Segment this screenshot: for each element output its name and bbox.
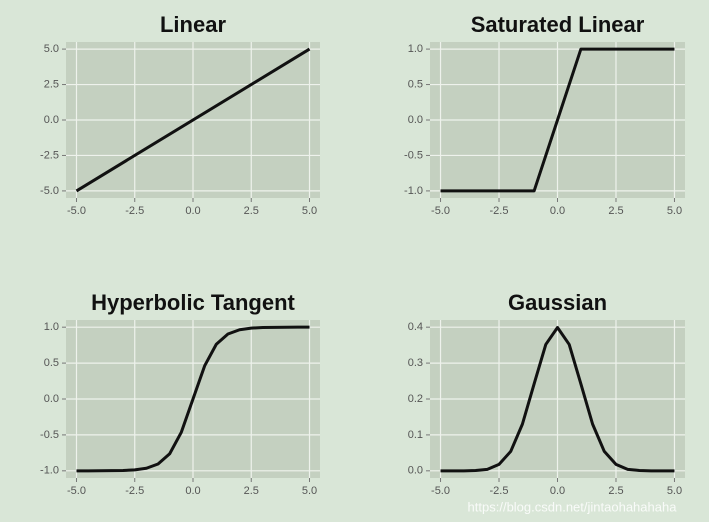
x-tick-label: 0.0 bbox=[185, 485, 200, 497]
y-tick-label: 0.3 bbox=[408, 357, 423, 369]
curve bbox=[76, 325, 310, 473]
y-tick-label: -0.5 bbox=[404, 149, 423, 161]
curve bbox=[440, 326, 675, 473]
y-tick-label: -1.0 bbox=[404, 185, 423, 197]
x-tick-label: 2.5 bbox=[244, 485, 259, 497]
y-tick-label: 0.0 bbox=[408, 465, 423, 477]
y-tick-label: 1.0 bbox=[44, 321, 59, 333]
y-tick-label: 0.2 bbox=[408, 393, 423, 405]
x-tick-label: -2.5 bbox=[125, 205, 144, 217]
y-tick-label: 2.5 bbox=[44, 78, 59, 90]
x-tick-label: -5.0 bbox=[67, 205, 86, 217]
panel-title: Saturated Linear bbox=[471, 12, 645, 37]
y-tick-label: -2.5 bbox=[40, 149, 59, 161]
y-tick-label: 0.5 bbox=[44, 357, 59, 369]
y-tick-label: 0.5 bbox=[408, 78, 423, 90]
x-tick-label: -5.0 bbox=[67, 485, 86, 497]
x-tick-label: 0.0 bbox=[550, 485, 565, 497]
panel-title: Gaussian bbox=[508, 290, 607, 315]
curve bbox=[75, 47, 311, 193]
x-tick-label: 2.5 bbox=[608, 485, 623, 497]
x-tick-label: 0.0 bbox=[185, 205, 200, 217]
panel-title: Hyperbolic Tangent bbox=[91, 290, 295, 315]
x-tick-label: 5.0 bbox=[302, 205, 317, 217]
x-tick-label: -2.5 bbox=[125, 485, 144, 497]
y-tick-label: -0.5 bbox=[40, 429, 59, 441]
x-tick-label: 0.0 bbox=[550, 205, 565, 217]
y-tick-label: 1.0 bbox=[408, 43, 423, 55]
x-tick-label: -5.0 bbox=[431, 205, 450, 217]
x-tick-label: 2.5 bbox=[244, 205, 259, 217]
x-tick-label: 5.0 bbox=[667, 485, 682, 497]
y-tick-label: 0.0 bbox=[44, 393, 59, 405]
panel-title: Linear bbox=[160, 12, 226, 37]
y-tick-label: 0.0 bbox=[408, 114, 423, 126]
x-tick-label: -2.5 bbox=[490, 485, 509, 497]
x-tick-label: 5.0 bbox=[667, 205, 682, 217]
x-tick-label: -2.5 bbox=[490, 205, 509, 217]
x-tick-label: -5.0 bbox=[431, 485, 450, 497]
y-tick-label: 5.0 bbox=[44, 43, 59, 55]
y-tick-label: 0.0 bbox=[44, 114, 59, 126]
y-tick-label: -1.0 bbox=[40, 465, 59, 477]
x-tick-label: 2.5 bbox=[608, 205, 623, 217]
y-tick-label: -5.0 bbox=[40, 185, 59, 197]
y-tick-label: 0.1 bbox=[408, 429, 423, 441]
x-tick-label: 5.0 bbox=[302, 485, 317, 497]
watermark: https://blog.csdn.net/jintaohahahaha bbox=[468, 499, 678, 514]
curve bbox=[440, 47, 675, 193]
y-tick-label: 0.4 bbox=[408, 321, 423, 333]
